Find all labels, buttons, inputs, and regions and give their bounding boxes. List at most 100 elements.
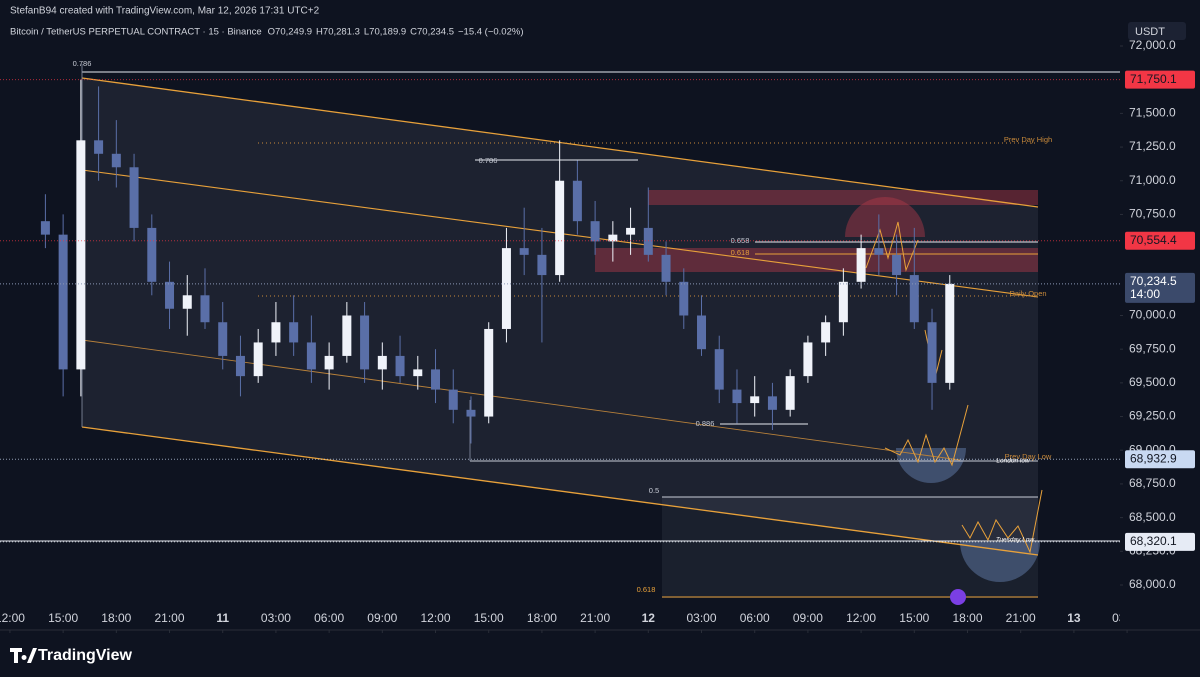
candle-body [643,227,653,255]
x-tick-label: 12:00 [421,611,451,625]
candle-body [111,153,121,168]
candle-body [484,328,494,417]
x-tick-label: 15:00 [474,611,504,625]
candle-body [395,355,405,377]
y-tick-label: 69,250.0 [1129,409,1176,423]
supply-zone [595,248,1038,272]
candle-body [40,221,50,235]
price-label-box [1125,231,1195,250]
annotation: Daily Open [1009,289,1046,298]
price-label-box [1125,450,1195,469]
credit: StefanB94 created with TradingView.com, … [10,6,320,17]
channel-fill [82,78,1038,555]
ohlc-value: H70,281.3 [316,27,360,38]
candle-body [271,322,281,343]
supply-zone [648,190,1038,205]
candle-body [555,180,565,276]
candle-body [732,389,742,404]
x-tick-label: 12:00 [846,611,876,625]
candle-body [892,254,902,276]
annotation: 0.618 [731,248,750,257]
countdown: 14:00 [1130,287,1160,301]
candle-body [572,180,582,222]
candle-body [431,369,441,390]
current-price-box [1125,272,1195,303]
candle-body [306,342,316,370]
candle-body [750,396,760,404]
y-tick-label: 70,750.0 [1129,207,1176,221]
x-tick-label: 12:00 [0,611,25,625]
annotation: Prev Day Low [1005,452,1052,461]
candle-body [94,140,104,154]
projection [961,489,1043,554]
ohlc-value: C70,234.5 [410,27,454,38]
candle-body [289,322,299,343]
candle-body [590,221,600,242]
candle-body [821,322,831,343]
candle-body [945,283,955,383]
price-label-box [1125,532,1195,551]
candle-body [803,342,813,377]
y-tick-label: 70,000.0 [1129,308,1176,322]
x-tick-label: 21:00 [1006,611,1036,625]
x-tick-label: 15:00 [48,611,78,625]
y-tick-label: 68,750.0 [1129,476,1176,490]
x-tick-label: 18:00 [101,611,131,625]
candle-body [519,248,529,255]
x-tick-label: 21:00 [155,611,185,625]
candle-body [448,389,458,410]
x-tick-label: 03:00 [261,611,291,625]
y-tick-label: 69,750.0 [1129,341,1176,355]
candle-body [182,295,192,309]
candle-body [58,234,68,370]
y-tick-label: 72,000.0 [1129,38,1176,52]
candle-body [165,281,175,309]
x-tick-label: 11 [216,611,229,625]
price-label-box [1125,70,1195,89]
price-label: 68,932.9 [1130,451,1177,465]
candle-body [200,295,210,323]
annotation: Tuesday Low [996,537,1035,544]
candle-body [608,234,618,242]
x-tick-label: 09:00 [793,611,823,625]
candle-body [714,349,724,390]
candle-body [838,281,848,323]
price-label: 71,750.1 [1130,72,1177,86]
brand-logo [10,648,37,663]
candle-body [856,248,866,282]
annotation: 0.886 [696,419,715,428]
y-tick-label: 71,000.0 [1129,173,1176,187]
annotation: 0.618 [637,585,656,594]
candle-body [324,355,334,370]
projection [865,221,919,272]
candle-body [360,315,370,370]
zone-box [662,497,1038,598]
x-tick-label: 06:00 [314,611,344,625]
annotation: 0.786 [73,59,92,68]
channel-line [81,339,961,461]
candle-body [501,248,511,329]
candle-body [342,315,352,356]
candle-body [874,248,884,255]
annotation: London low [996,458,1031,465]
x-tick-label: 13 [1067,611,1081,625]
candle-body [218,322,228,356]
x-tick-label: 06:00 [740,611,770,625]
x-tick-label: 09:00 [367,611,397,625]
projection [884,404,969,467]
alert-icon[interactable] [950,589,966,605]
price-label: 68,320.1 [1130,534,1177,548]
candle-body [253,342,263,377]
candle-body [661,254,671,282]
candle-body [147,227,157,282]
candle-body [927,322,937,383]
y-tick-label: 68,000.0 [1129,577,1176,591]
candle-body [235,355,245,377]
ohlc-value: O70,249.9 [268,27,312,38]
currency-badge [1128,22,1186,40]
symbol-title: Bitcoin / TetherUS PERPETUAL CONTRACT · … [10,27,262,38]
y-tick-label: 69,500.0 [1129,375,1176,389]
